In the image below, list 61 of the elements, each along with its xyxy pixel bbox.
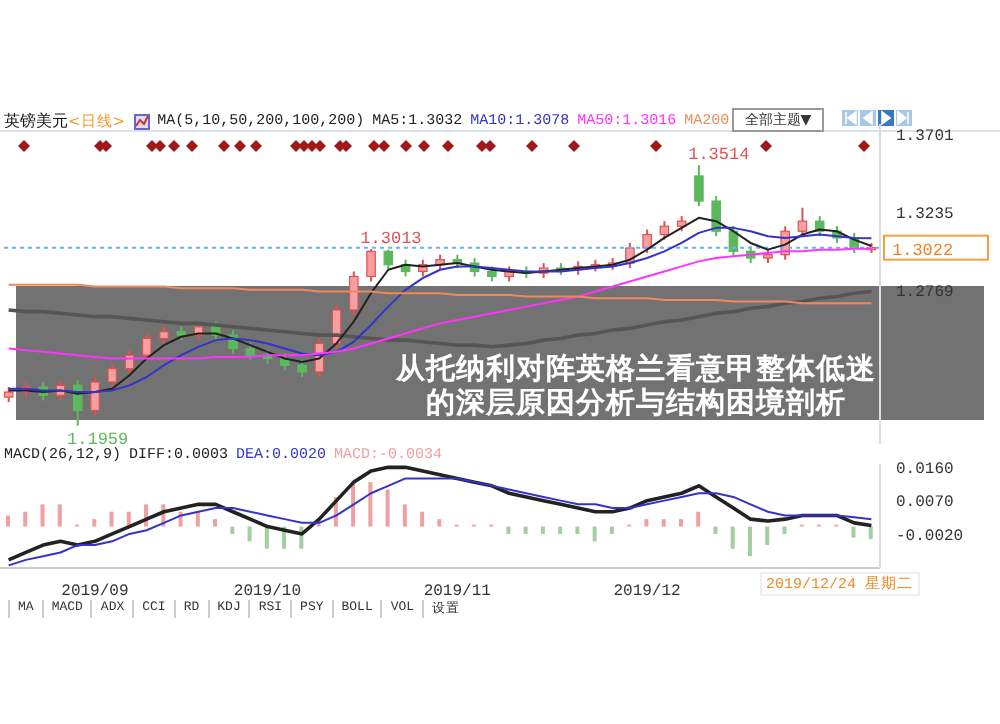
annotation: 1.3514 [688, 145, 750, 166]
bar [6, 515, 10, 527]
bar [213, 519, 218, 527]
bar [92, 519, 97, 527]
bar [851, 526, 856, 538]
candlestick [141, 332, 152, 362]
bar [523, 526, 528, 534]
bar [437, 519, 442, 527]
y-tick-label: 0.0070 [896, 494, 955, 513]
bar [678, 519, 683, 527]
bar [730, 526, 735, 549]
bar [40, 504, 45, 527]
bar [385, 489, 390, 527]
chart-subtitle: 英镑美元 [4, 110, 68, 132]
bar [575, 526, 580, 534]
bar [195, 511, 200, 527]
bar [57, 504, 62, 527]
bar [368, 482, 373, 527]
bar [696, 511, 701, 527]
bar [506, 526, 511, 534]
y-tick-label: 1.3235 [896, 205, 955, 224]
bar [592, 526, 597, 542]
bar [713, 526, 718, 534]
bar [868, 526, 873, 540]
annotation: 1.3013 [360, 229, 422, 250]
bar [558, 526, 563, 534]
bar [661, 519, 666, 527]
bar [247, 526, 252, 542]
bar [109, 511, 114, 527]
candlestick [90, 375, 100, 417]
bar [765, 526, 770, 546]
candlestick [797, 206, 808, 238]
candlestick [366, 248, 376, 283]
y-tick-label: 0.0160 [896, 461, 955, 480]
y-tick-label: 1.3701 [896, 127, 955, 146]
bar [609, 526, 614, 534]
bar [782, 526, 787, 534]
bar [540, 526, 545, 534]
ref-line-label: 1.3022 [892, 240, 954, 261]
text: 从托纳利对阵英格兰看意甲整体低迷的深层原因分析与结构困境剖析 [393, 354, 878, 424]
bar [264, 526, 269, 549]
y-tick-label: 1.2769 [896, 283, 955, 302]
x-tick-label: 2019/10 [233, 583, 302, 602]
bar [747, 526, 752, 557]
line-series [6, 465, 874, 562]
candlestick [107, 362, 118, 389]
line-series [7, 477, 873, 567]
candlestick [383, 248, 394, 271]
x-tick-label: 2019/11 [423, 583, 492, 602]
bar [230, 526, 235, 534]
y-tick-label: -0.0020 [896, 527, 964, 546]
bar [402, 504, 407, 527]
bar [644, 519, 649, 527]
line-series [6, 289, 874, 349]
x-tick-label: 2019/09 [61, 583, 129, 602]
annotation: 1.1959 [67, 429, 129, 450]
x-tick-label: 2019/12 [613, 583, 682, 602]
candlestick [349, 270, 359, 316]
bar [23, 511, 28, 527]
candlestick [694, 164, 704, 208]
bar [420, 511, 425, 527]
